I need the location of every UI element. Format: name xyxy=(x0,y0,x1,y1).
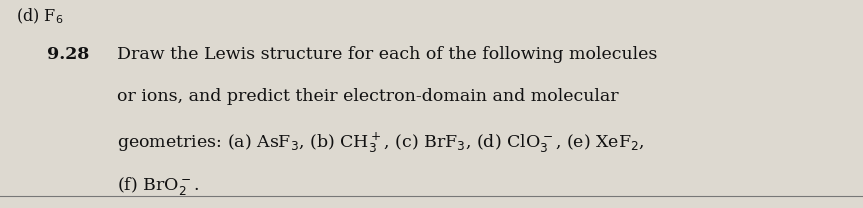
Text: 9.28: 9.28 xyxy=(47,46,90,63)
Text: (f) BrO$_2^-$.: (f) BrO$_2^-$. xyxy=(117,175,198,197)
Text: geometries: (a) AsF$_3$, (b) CH$_3^+$, (c) BrF$_3$, (d) ClO$_3^-$, (e) XeF$_2$,: geometries: (a) AsF$_3$, (b) CH$_3^+$, (… xyxy=(117,131,644,155)
Text: (d) F$_6$: (d) F$_6$ xyxy=(16,6,63,26)
Text: Draw the Lewis structure for each of the following molecules: Draw the Lewis structure for each of the… xyxy=(117,46,657,63)
Text: or ions, and predict their electron-domain and molecular: or ions, and predict their electron-doma… xyxy=(117,88,618,105)
